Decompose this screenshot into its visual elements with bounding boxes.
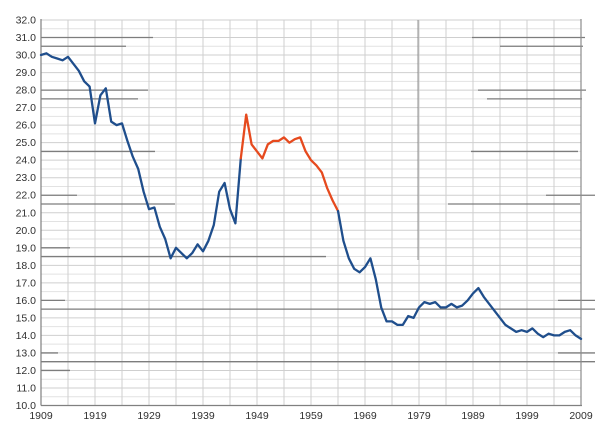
series-line-blue-post-boom	[336, 209, 583, 341]
x-tick-label: 1999	[515, 410, 539, 422]
y-tick-label: 23.0	[16, 172, 37, 184]
x-tick-label: 2009	[569, 410, 593, 422]
data-series	[39, 52, 583, 341]
y-tick-label: 25.0	[16, 137, 37, 149]
y-tick-label: 19.0	[16, 242, 37, 254]
y-tick-label: 16.0	[16, 295, 37, 307]
series-line-orange-baby-boom	[239, 113, 340, 213]
y-tick-label: 10.0	[16, 400, 37, 412]
x-tick-label: 1959	[299, 410, 323, 422]
series-line-blue-pre-boom	[39, 52, 242, 260]
axis-labels: 32.0 31.0 30.0 29.0 28.0 27.0 26.0 25.0 24.0 23.0…	[16, 15, 593, 423]
y-tick-label: 21.0	[16, 207, 37, 219]
x-tick-label: 1979	[407, 410, 431, 422]
y-tick-label: 18.0	[16, 260, 37, 272]
y-tick-label: 20.0	[16, 225, 37, 237]
y-tick-label: 17.0	[16, 277, 37, 289]
y-tick-label: 14.0	[16, 330, 37, 342]
x-tick-label: 1939	[191, 410, 215, 422]
y-tick-label: 24.0	[16, 155, 37, 167]
axes	[40, 19, 582, 407]
y-tick-label: 26.0	[16, 120, 37, 132]
y-tick-label: 32.0	[16, 15, 37, 27]
y-tick-label: 27.0	[16, 102, 37, 114]
x-tick-label: 1909	[29, 410, 53, 422]
x-tick-label: 1929	[137, 410, 161, 422]
artifact-gridline-segments	[41, 20, 595, 372]
y-tick-label: 13.0	[16, 347, 37, 359]
y-tick-label: 30.0	[16, 50, 37, 62]
y-tick-label: 15.0	[16, 312, 37, 324]
x-tick-label: 1969	[353, 410, 377, 422]
y-tick-label: 29.0	[16, 67, 37, 79]
gridlines	[41, 19, 581, 406]
y-tick-label: 28.0	[16, 85, 37, 97]
x-tick-label: 1919	[83, 410, 107, 422]
y-tick-label: 22.0	[16, 190, 37, 202]
x-tick-label: 1989	[461, 410, 485, 422]
y-tick-label: 31.0	[16, 32, 37, 44]
y-tick-label: 11.0	[16, 382, 36, 394]
y-tick-label: 12.0	[16, 365, 37, 377]
x-tick-label: 1949	[245, 410, 269, 422]
